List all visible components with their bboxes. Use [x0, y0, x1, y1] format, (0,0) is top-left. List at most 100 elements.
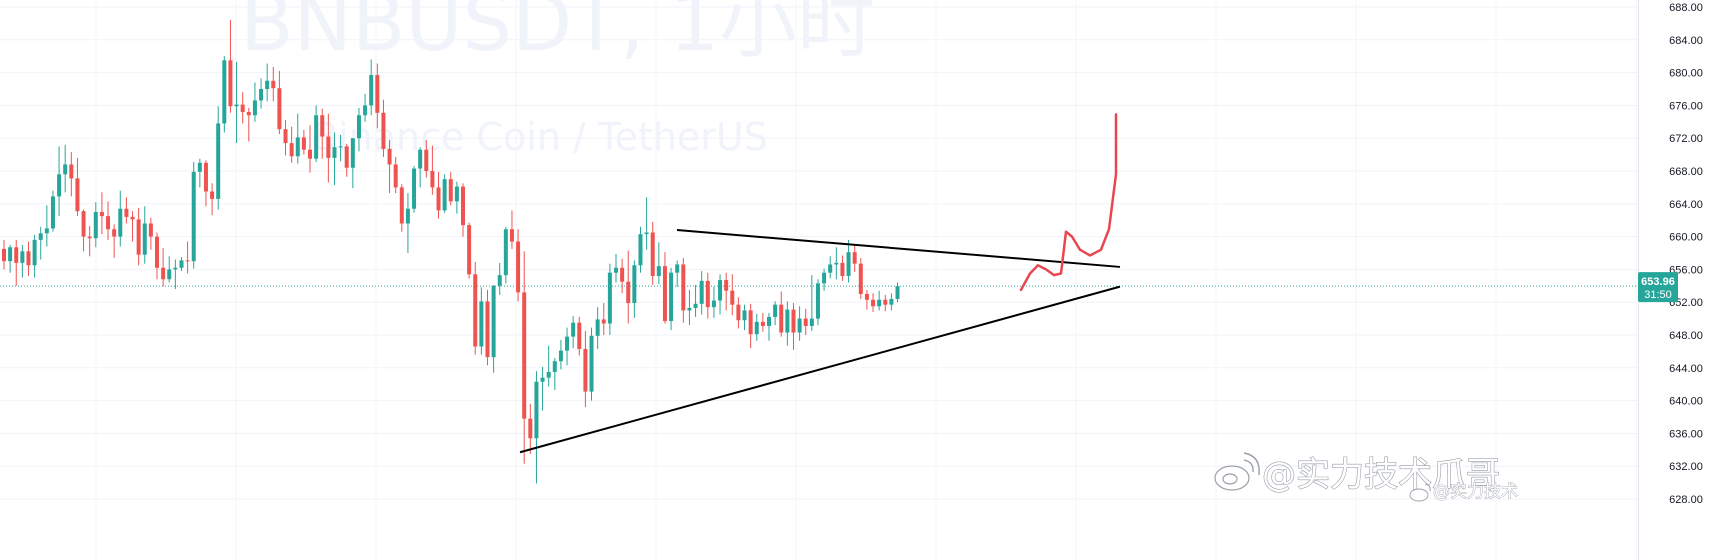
candle[interactable] — [773, 301, 778, 326]
candle[interactable] — [815, 279, 820, 326]
candle[interactable] — [430, 145, 435, 195]
candle[interactable] — [87, 225, 92, 257]
candle[interactable] — [314, 105, 319, 162]
candle[interactable] — [424, 139, 429, 178]
candle[interactable] — [467, 222, 472, 279]
candle[interactable] — [589, 327, 594, 401]
candle[interactable] — [75, 157, 80, 217]
candle[interactable] — [650, 221, 655, 285]
candle[interactable] — [522, 251, 527, 464]
candle[interactable] — [216, 106, 221, 210]
candle[interactable] — [326, 113, 331, 183]
candle[interactable] — [571, 316, 576, 349]
candle[interactable] — [277, 70, 282, 135]
candle[interactable] — [167, 256, 172, 283]
candle[interactable] — [412, 166, 417, 213]
candle[interactable] — [363, 93, 368, 122]
candle[interactable] — [148, 217, 153, 250]
candle[interactable] — [840, 255, 845, 281]
candle[interactable] — [38, 226, 43, 260]
candle[interactable] — [791, 303, 796, 350]
candle[interactable] — [130, 211, 135, 242]
candle[interactable] — [626, 250, 631, 324]
candle[interactable] — [142, 206, 147, 264]
candle[interactable] — [246, 107, 251, 142]
candle[interactable] — [516, 229, 521, 302]
candles[interactable] — [2, 20, 900, 484]
candle[interactable] — [736, 297, 741, 329]
candle[interactable] — [197, 158, 202, 188]
candle[interactable] — [607, 263, 612, 335]
candle[interactable] — [375, 63, 380, 129]
candle[interactable] — [846, 239, 851, 283]
drawings[interactable] — [519, 113, 1121, 454]
candle[interactable] — [265, 63, 270, 102]
candle[interactable] — [240, 92, 245, 124]
candle[interactable] — [558, 339, 563, 370]
candle[interactable] — [785, 301, 790, 346]
candle[interactable] — [332, 132, 337, 185]
candle[interactable] — [26, 241, 31, 276]
candle[interactable] — [828, 256, 833, 279]
candle[interactable] — [662, 252, 667, 324]
candle[interactable] — [675, 260, 680, 287]
candle[interactable] — [485, 289, 490, 366]
candle[interactable] — [724, 272, 729, 311]
candle[interactable] — [809, 275, 814, 331]
candle[interactable] — [271, 66, 276, 102]
candle[interactable] — [173, 259, 178, 290]
candle[interactable] — [356, 107, 361, 152]
candle[interactable] — [730, 274, 735, 316]
candle[interactable] — [546, 345, 551, 387]
candle[interactable] — [503, 226, 508, 284]
candle[interactable] — [620, 258, 625, 294]
candle[interactable] — [864, 289, 869, 310]
candle[interactable] — [742, 304, 747, 331]
candle[interactable] — [681, 257, 686, 323]
candle[interactable] — [179, 257, 184, 272]
candle[interactable] — [705, 272, 710, 319]
candle[interactable] — [283, 120, 288, 156]
candle[interactable] — [834, 247, 839, 280]
candle[interactable] — [448, 171, 453, 206]
candle[interactable] — [491, 284, 496, 373]
candle[interactable] — [222, 56, 227, 133]
candle[interactable] — [858, 257, 863, 299]
candle[interactable] — [583, 330, 588, 408]
candle[interactable] — [767, 312, 771, 341]
candle[interactable] — [779, 291, 784, 337]
candle[interactable] — [210, 183, 215, 216]
candle[interactable] — [161, 248, 166, 287]
candle[interactable] — [754, 313, 759, 341]
candle[interactable] — [8, 244, 13, 273]
candle[interactable] — [461, 183, 465, 237]
candle[interactable] — [454, 181, 459, 214]
candle[interactable] — [760, 312, 765, 332]
candle[interactable] — [473, 262, 478, 355]
candle[interactable] — [614, 253, 618, 283]
candle[interactable] — [228, 20, 233, 113]
candle[interactable] — [20, 244, 25, 278]
candle[interactable] — [393, 157, 398, 194]
candle[interactable] — [718, 274, 723, 315]
candle[interactable] — [136, 207, 141, 266]
candle[interactable] — [234, 61, 239, 144]
candle[interactable] — [399, 184, 404, 232]
candle[interactable] — [32, 234, 37, 278]
candle[interactable] — [344, 143, 349, 177]
candle[interactable] — [644, 197, 649, 250]
candle[interactable] — [50, 190, 55, 232]
candle[interactable] — [191, 161, 196, 269]
candle[interactable] — [638, 226, 643, 273]
candle[interactable] — [295, 113, 300, 164]
candle[interactable] — [552, 357, 557, 390]
candle[interactable] — [69, 152, 74, 197]
candle[interactable] — [479, 287, 484, 355]
candle[interactable] — [497, 262, 502, 295]
candle[interactable] — [803, 308, 808, 335]
candle[interactable] — [99, 192, 104, 235]
candle[interactable] — [44, 205, 49, 247]
candle[interactable] — [81, 209, 86, 252]
candle[interactable] — [871, 293, 876, 313]
